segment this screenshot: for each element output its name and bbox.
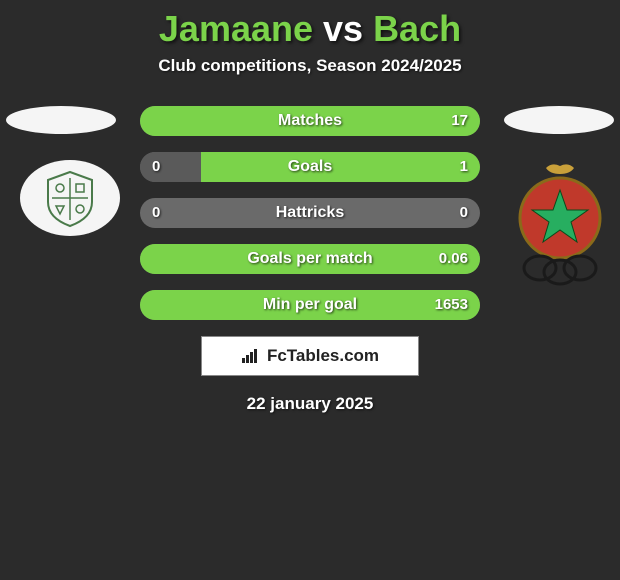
stat-bar-row: Min per goal1653	[140, 290, 480, 320]
bar-value-left: 0	[152, 198, 160, 228]
bar-value-right: 0.06	[439, 244, 468, 274]
brand-box[interactable]: FcTables.com	[201, 336, 419, 376]
title-player-right: Bach	[373, 8, 461, 49]
club-logo-right	[502, 160, 618, 290]
page-title: Jamaane vs Bach	[0, 0, 620, 50]
title-vs: vs	[313, 8, 373, 49]
shield-crest-icon	[40, 168, 100, 228]
bar-value-right: 17	[451, 106, 468, 136]
subtitle: Club competitions, Season 2024/2025	[0, 56, 620, 76]
title-player-left: Jamaane	[159, 8, 313, 49]
stat-bar-row: Goals0 1	[140, 152, 480, 182]
bar-label: Min per goal	[140, 290, 480, 320]
stat-bar-row: Goals per match0.06	[140, 244, 480, 274]
royal-crest-icon	[502, 160, 618, 290]
bar-label: Goals	[140, 152, 480, 182]
stat-bar-row: Hattricks0 0	[140, 198, 480, 228]
bar-label: Matches	[140, 106, 480, 136]
stat-bar-row: Matches17	[140, 106, 480, 136]
bar-label: Hattricks	[140, 198, 480, 228]
chart-bars-icon	[241, 348, 261, 364]
bar-value-left: 0	[152, 152, 160, 182]
stat-bars: Matches17Goals01Hattricks00Goals per mat…	[140, 106, 480, 320]
bar-value-right: 0	[460, 198, 468, 228]
bar-label: Goals per match	[140, 244, 480, 274]
bar-value-right: 1	[460, 152, 468, 182]
player-photo-right	[504, 106, 614, 134]
bar-value-right: 1653	[435, 290, 468, 320]
comparison-content: Matches17Goals01Hattricks00Goals per mat…	[0, 106, 620, 414]
date-text: 22 january 2025	[0, 394, 620, 414]
brand-text: FcTables.com	[267, 346, 379, 366]
club-logo-left	[20, 160, 120, 236]
player-photo-left	[6, 106, 116, 134]
